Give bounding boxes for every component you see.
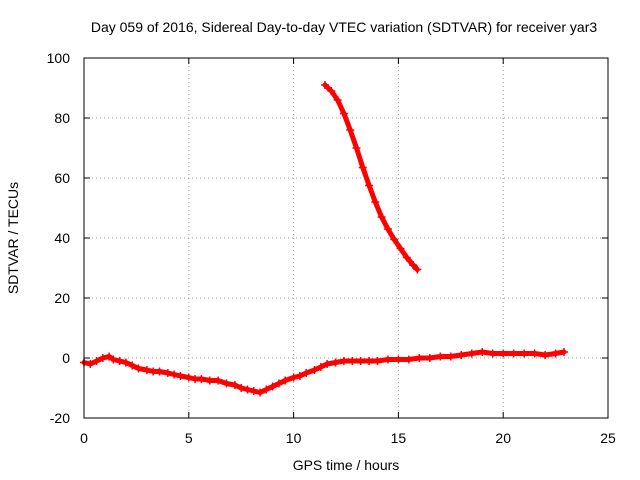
x-tick-label: 25 [600, 430, 616, 446]
data-point [425, 354, 434, 362]
data-point [249, 387, 258, 395]
data-point [302, 369, 311, 377]
data-point [541, 351, 550, 359]
series-trace-2 [322, 82, 420, 272]
data-point [394, 355, 403, 364]
data-point [509, 349, 518, 358]
data-point [520, 349, 529, 358]
data-point [346, 126, 355, 134]
data-point [205, 376, 214, 385]
data-point [415, 354, 424, 362]
y-tick-label: 20 [54, 290, 70, 306]
data-point [383, 225, 392, 233]
axis-ticks: 0 5 10 15 20 25 -20 0 20 40 60 80 100 [47, 50, 616, 446]
data-point [559, 348, 568, 356]
data-point [436, 352, 445, 361]
data-point [170, 370, 179, 379]
y-tick-label: 60 [54, 170, 70, 186]
data-point [222, 379, 231, 388]
data-point [373, 357, 382, 365]
data-point [310, 366, 319, 374]
data-point [488, 349, 497, 358]
data-point [413, 265, 422, 274]
data-point [365, 357, 374, 365]
data-point [499, 349, 508, 358]
chart-title: Day 059 of 2016, Sidereal Day-to-day VTE… [91, 19, 597, 35]
data-point [86, 360, 95, 368]
data-point [365, 181, 374, 190]
y-tick-label: 80 [54, 110, 70, 126]
data-point [109, 355, 118, 364]
data-point [176, 372, 185, 380]
data-point [243, 385, 252, 394]
data-point [262, 385, 271, 394]
x-tick-label: 15 [391, 430, 407, 446]
y-tick-label: -20 [50, 410, 70, 426]
data-point [268, 382, 277, 391]
data-point [128, 361, 137, 370]
data-point [396, 244, 405, 253]
data-point [142, 366, 151, 374]
data-point [121, 358, 130, 367]
data-point [331, 358, 340, 367]
data-point [115, 357, 124, 365]
data-point [237, 384, 246, 392]
data-point [467, 349, 476, 358]
x-axis-label: GPS time / hours [293, 457, 400, 473]
data-point [214, 376, 223, 385]
data-point [281, 376, 290, 385]
data-point [358, 163, 367, 172]
data-point [348, 357, 357, 365]
data-point [390, 235, 399, 244]
data-point [478, 348, 487, 356]
data-point [356, 357, 365, 365]
data-point [256, 388, 265, 397]
data-layer [80, 81, 568, 397]
y-tick-label: 100 [47, 50, 71, 66]
data-point [295, 372, 304, 380]
x-tick-label: 20 [495, 430, 511, 446]
data-point [98, 354, 107, 362]
data-point [377, 213, 386, 221]
data-point [371, 198, 380, 206]
data-point [352, 144, 361, 152]
data-point [197, 375, 206, 383]
data-point [155, 367, 164, 376]
data-point [339, 109, 348, 118]
x-tick-label: 5 [185, 430, 193, 446]
y-axis-label: SDTVAR / TECUs [5, 182, 21, 294]
data-point [530, 349, 539, 358]
data-point [230, 381, 239, 389]
data-point [105, 352, 114, 361]
data-point [339, 357, 348, 365]
data-point [289, 373, 298, 382]
data-point [323, 360, 332, 368]
data-point [184, 373, 193, 382]
data-point [92, 357, 101, 365]
data-point [134, 364, 143, 373]
data-point [333, 96, 342, 104]
data-point [457, 351, 466, 359]
plot-frame [83, 57, 609, 419]
data-point [409, 261, 418, 269]
x-tick-label: 0 [80, 430, 88, 446]
data-point [551, 349, 560, 358]
data-point [383, 355, 392, 364]
data-point [321, 81, 330, 89]
y-tick-label: 0 [62, 350, 70, 366]
data-point [327, 87, 336, 95]
x-tick-label: 10 [286, 430, 302, 446]
grid-lines [84, 58, 608, 418]
data-point [274, 379, 283, 388]
data-point [446, 352, 455, 361]
data-point [163, 369, 172, 377]
y-tick-label: 40 [54, 230, 70, 246]
data-point [316, 363, 325, 371]
data-point [402, 253, 411, 262]
data-point [404, 355, 413, 364]
